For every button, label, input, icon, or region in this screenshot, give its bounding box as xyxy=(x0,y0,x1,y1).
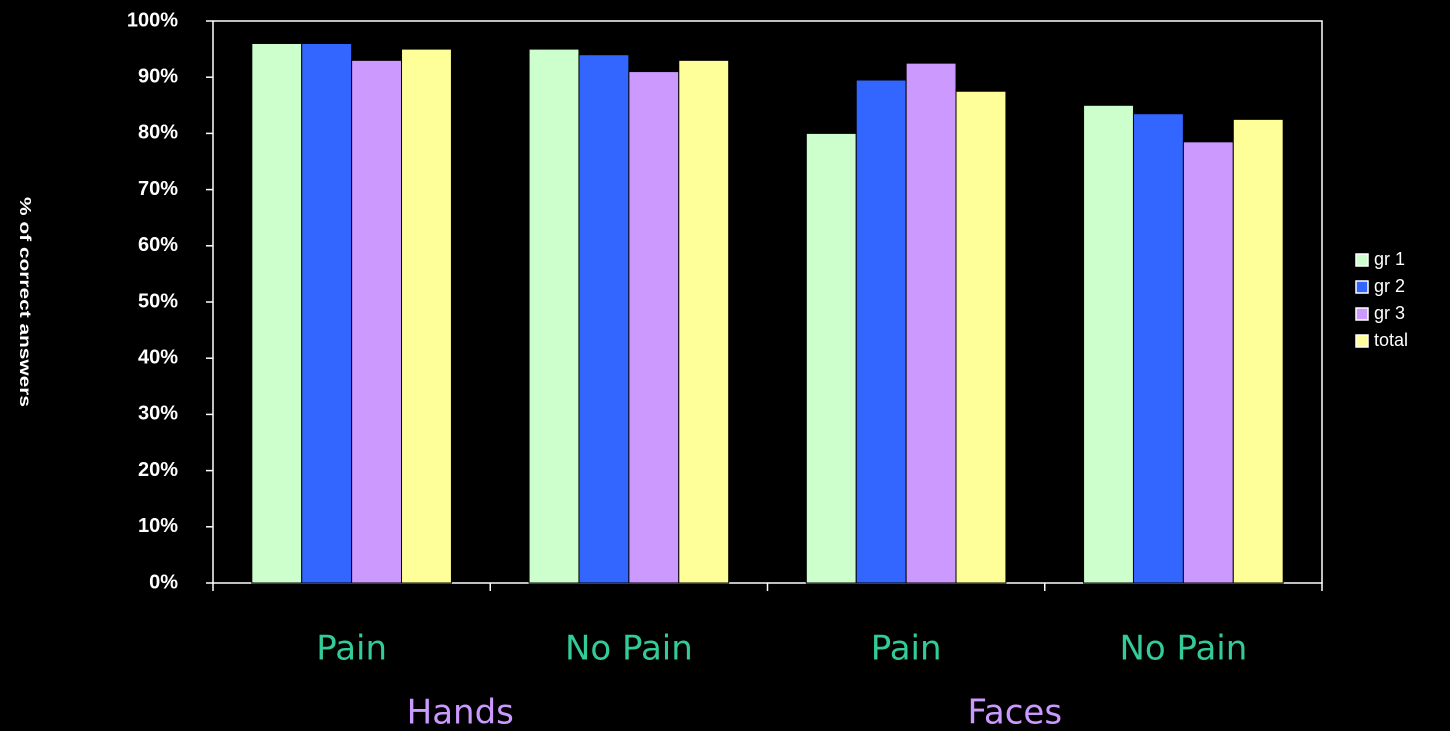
bar xyxy=(1083,104,1134,584)
bar xyxy=(855,79,907,584)
bar xyxy=(678,59,730,584)
y-tick-label: 60% xyxy=(138,234,178,256)
y-tick-label: 0% xyxy=(149,571,178,593)
bar xyxy=(401,48,452,584)
legend-label: gr 2 xyxy=(1374,276,1405,296)
bar xyxy=(955,90,1007,584)
bar xyxy=(528,48,580,584)
legend-label: gr 3 xyxy=(1374,303,1405,323)
legend-swatch xyxy=(1355,253,1369,267)
bar xyxy=(805,132,857,584)
bar xyxy=(351,59,403,584)
group-label: Hands xyxy=(407,693,514,731)
y-tick-label: 10% xyxy=(138,515,178,537)
y-tick-label: 30% xyxy=(138,403,178,425)
legend-label: gr 1 xyxy=(1374,249,1405,269)
x-tick-label: No Pain xyxy=(565,629,693,669)
bar xyxy=(251,42,303,584)
y-tick-label: 20% xyxy=(138,459,178,481)
group-label: Faces xyxy=(967,693,1062,731)
bar xyxy=(628,71,680,584)
y-tick-label: 90% xyxy=(138,65,178,87)
x-tick-label: Pain xyxy=(871,629,942,669)
legend-swatch xyxy=(1355,280,1369,294)
bar xyxy=(301,42,353,584)
legend-label: total xyxy=(1374,330,1408,350)
y-tick-label: 100% xyxy=(127,9,178,31)
bar xyxy=(905,62,957,584)
bar xyxy=(1232,118,1284,584)
bar xyxy=(578,54,630,584)
x-tick-label: No Pain xyxy=(1119,629,1247,669)
bar xyxy=(1182,141,1234,584)
y-tick-label: 40% xyxy=(138,346,178,368)
legend-swatch xyxy=(1355,334,1369,348)
y-axis-label: % of correct answers xyxy=(16,197,33,407)
y-tick-label: 80% xyxy=(138,122,178,144)
x-tick-label: Pain xyxy=(316,629,387,669)
y-tick-label: 70% xyxy=(138,178,178,200)
legend-swatch xyxy=(1355,307,1369,321)
legend-frame xyxy=(1347,245,1449,359)
bar xyxy=(1132,113,1184,584)
y-tick-label: 50% xyxy=(138,290,178,312)
